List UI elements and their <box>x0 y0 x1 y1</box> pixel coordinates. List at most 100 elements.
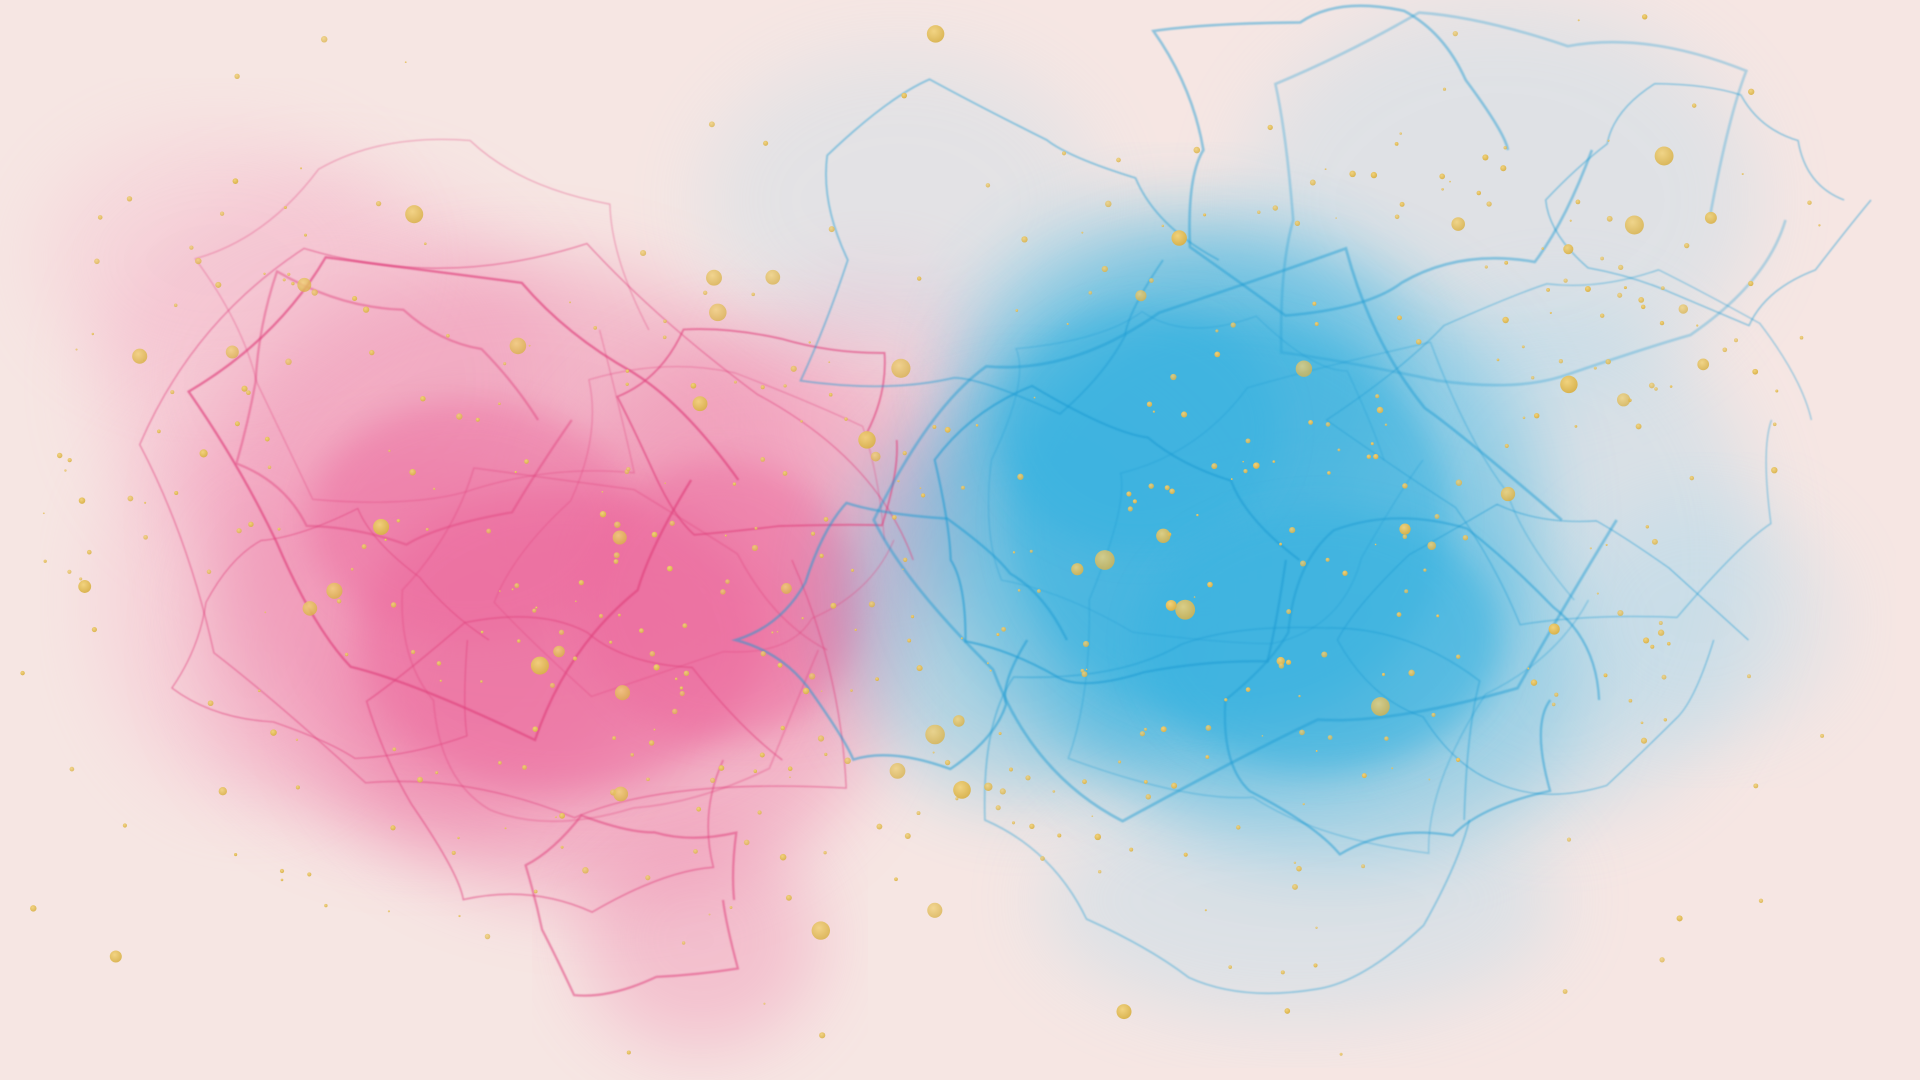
gold-flake <box>390 825 396 831</box>
gold-flake <box>67 457 72 463</box>
gold-flake <box>1533 412 1540 419</box>
gold-flake <box>122 823 127 828</box>
gold-flake <box>91 627 97 633</box>
gold-flake <box>1145 794 1152 800</box>
gold-flake <box>1408 669 1415 677</box>
pink-ink-vein <box>186 256 740 742</box>
gold-flake <box>760 457 766 462</box>
gold-flake <box>1272 205 1279 211</box>
gold-flake <box>241 385 248 392</box>
gold-flake <box>1011 821 1016 825</box>
gold-flakes <box>20 14 1825 1056</box>
gold-flake <box>1577 19 1580 22</box>
gold-flake <box>683 670 690 677</box>
gold-flake <box>1455 757 1461 763</box>
gold-flake <box>1082 779 1087 785</box>
gold-flake <box>693 849 698 854</box>
gold-flake <box>638 628 644 634</box>
gold-flake <box>1659 320 1665 326</box>
gold-flake <box>708 121 715 128</box>
gold-flake <box>1722 347 1728 353</box>
gold-flake <box>1025 775 1031 781</box>
gold-flake <box>765 269 781 285</box>
gold-flake <box>56 452 63 459</box>
gold-flake <box>1741 172 1744 176</box>
gold-flake <box>1605 543 1608 546</box>
gold-flake <box>69 766 75 772</box>
gold-flake <box>1527 667 1530 670</box>
blue-ink-vein <box>1544 82 1872 327</box>
gold-flake <box>989 669 992 672</box>
gold-flake <box>787 766 793 771</box>
gold-flake <box>1593 366 1597 370</box>
blue-ink-core <box>1000 310 1280 550</box>
gold-flake <box>1562 989 1568 994</box>
gold-flake <box>1061 151 1067 156</box>
gold-flake <box>891 358 911 378</box>
gold-flake <box>1292 883 1298 890</box>
gold-flake <box>569 301 571 304</box>
gold-flake <box>1628 698 1633 703</box>
gold-flake <box>436 661 442 666</box>
gold-flake <box>1396 612 1402 618</box>
gold-flake <box>802 687 810 695</box>
gold-flake <box>811 921 831 940</box>
gold-flake <box>1546 287 1551 292</box>
gold-flake <box>709 303 727 322</box>
gold-flake <box>1566 837 1572 842</box>
gold-flake <box>760 651 766 657</box>
gold-flake <box>1171 782 1178 789</box>
gold-flake <box>824 752 828 756</box>
gold-flake <box>1001 626 1006 632</box>
gold-flake <box>1678 304 1689 314</box>
gold-flake <box>1296 865 1302 872</box>
gold-flake <box>920 493 926 498</box>
gold-flake <box>109 950 122 963</box>
gold-flake <box>1548 623 1560 635</box>
gold-flake <box>1175 599 1196 620</box>
gold-flake <box>283 205 287 210</box>
gold-flake <box>1643 637 1650 644</box>
gold-flake <box>771 631 774 634</box>
gold-flake <box>387 910 390 913</box>
gold-flake <box>733 380 737 384</box>
gold-flake <box>532 726 538 732</box>
gold-flake <box>486 528 492 534</box>
gold-flake <box>1660 286 1665 290</box>
gold-flake <box>897 479 900 483</box>
gold-flake <box>876 823 883 830</box>
gold-flake <box>1676 915 1683 922</box>
gold-flake <box>451 850 456 855</box>
gold-flake <box>498 761 502 765</box>
gold-flake <box>417 776 423 783</box>
gold-flake <box>724 534 727 537</box>
gold-flake <box>984 782 993 792</box>
gold-flake <box>1748 280 1754 287</box>
gold-flake <box>1230 478 1233 481</box>
gold-flake <box>1436 614 1440 618</box>
gold-flake <box>126 196 133 202</box>
gold-flake <box>1397 315 1402 321</box>
blue-ink-vein <box>1325 269 1813 626</box>
gold-flake <box>710 777 716 783</box>
gold-flake <box>690 382 697 389</box>
gold-flake <box>248 521 254 528</box>
gold-flake <box>1156 528 1171 543</box>
gold-flake <box>299 167 303 170</box>
gold-flake <box>1605 358 1611 365</box>
gold-flake <box>1242 460 1245 463</box>
gold-flake <box>1522 416 1526 420</box>
gold-flake <box>1623 286 1627 290</box>
gold-flake <box>926 25 945 43</box>
gold-flake <box>324 903 328 908</box>
gold-flake <box>844 417 848 421</box>
gold-flake <box>1312 301 1317 306</box>
gold-flake <box>157 429 161 434</box>
gold-flake <box>384 538 387 542</box>
blue-ink-vein <box>933 384 1301 685</box>
gold-flake <box>858 431 876 449</box>
gold-flake <box>30 905 37 912</box>
gold-flake <box>601 491 604 493</box>
gold-flake <box>94 258 100 265</box>
